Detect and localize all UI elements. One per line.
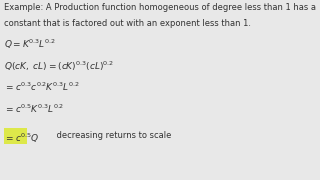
Text: decreasing returns to scale: decreasing returns to scale — [46, 131, 172, 140]
Bar — [4, 128, 27, 144]
Text: $= c^{0.5}K^{0.3}L^{0.2}$: $= c^{0.5}K^{0.3}L^{0.2}$ — [4, 103, 64, 115]
Text: Example: A Production function homogeneous of degree less than 1 has a: Example: A Production function homogeneo… — [4, 3, 316, 12]
Text: $Q = K^{0.3}L^{0.2}$: $Q = K^{0.3}L^{0.2}$ — [4, 38, 56, 51]
Text: constant that is factored out with an exponent less than 1.: constant that is factored out with an ex… — [4, 19, 251, 28]
Text: $Q(cK,\ cL) = (cK)^{0.3}(cL)^{0.2}$: $Q(cK,\ cL) = (cK)^{0.3}(cL)^{0.2}$ — [4, 59, 114, 73]
Text: $= c^{0.5}Q$: $= c^{0.5}Q$ — [4, 131, 39, 145]
Text: $= c^{0.3}c^{0.2}K^{0.3}L^{0.2}$: $= c^{0.3}c^{0.2}K^{0.3}L^{0.2}$ — [4, 81, 79, 93]
